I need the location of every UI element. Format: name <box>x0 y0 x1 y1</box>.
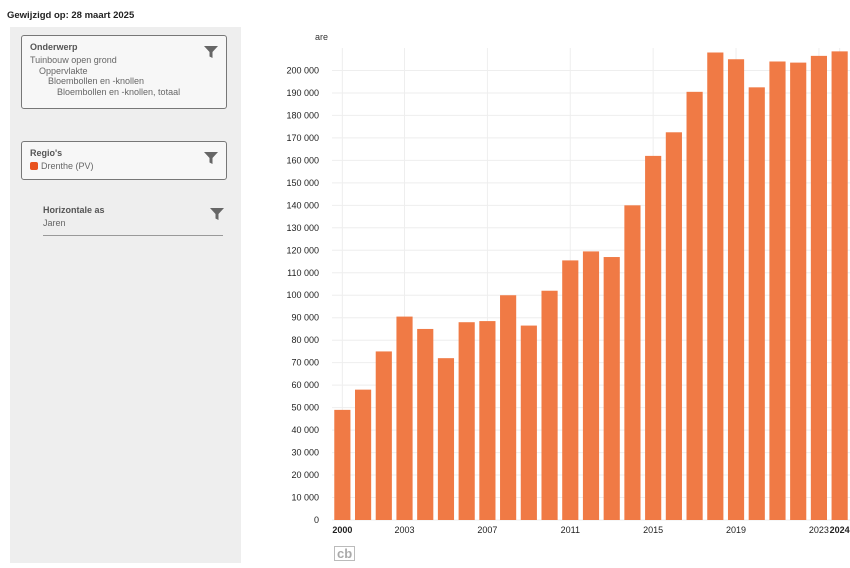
x-tick-label: 2019 <box>726 525 746 535</box>
bar-2004[interactable] <box>417 328 434 520</box>
bar-2007[interactable] <box>479 321 496 520</box>
bar-2015[interactable] <box>645 155 662 520</box>
y-tick-label: 80 000 <box>291 335 319 345</box>
y-tick-label: 10 000 <box>291 493 319 503</box>
y-tick-label: 30 000 <box>291 448 319 458</box>
onderwerp-line-4: Bloembollen en -knollen, totaal <box>57 86 181 97</box>
bar-2024[interactable] <box>831 51 848 521</box>
y-tick-label: 140 000 <box>286 200 319 210</box>
regio-item: Drenthe (PV) <box>30 161 218 171</box>
bar-2023[interactable] <box>810 55 827 521</box>
onderwerp-line-1: Tuinbouw open grond <box>30 55 117 65</box>
filter-horizontale-as-title: Horizontale as <box>43 205 105 215</box>
y-tick-label: 110 000 <box>287 268 319 278</box>
y-tick-label: 0 <box>314 515 319 525</box>
x-tick-label: 2011 <box>561 525 580 535</box>
onderwerp-line-3: Bloembollen en -knollen <box>48 76 145 86</box>
filter-regios-title: Regio's <box>30 148 63 158</box>
bar-2011[interactable] <box>562 260 579 520</box>
filter-onderwerp[interactable]: Onderwerp Tuinbouw open grond Oppervlakt… <box>21 35 227 109</box>
y-tick-label: 160 000 <box>286 155 319 165</box>
x-ticks: 2000 2003 2007 2011 2015 2019 2023 2024 <box>332 525 849 535</box>
bar-2000[interactable] <box>334 409 351 520</box>
y-tick-label: 120 000 <box>286 245 319 255</box>
regio-swatch <box>30 162 38 170</box>
bar-2022[interactable] <box>790 62 807 521</box>
regio-item-label: Drenthe (PV) <box>41 161 94 171</box>
filter-regios[interactable]: Regio's Drenthe (PV) <box>21 141 227 180</box>
bar-2013[interactable] <box>603 257 620 520</box>
bars <box>334 51 848 521</box>
bar-2017[interactable] <box>686 91 703 520</box>
y-tick-label: 170 000 <box>286 133 319 143</box>
y-tick-label: 180 000 <box>286 110 319 120</box>
filter-funnel-icon[interactable] <box>210 207 224 221</box>
filter-funnel-icon[interactable] <box>204 151 218 165</box>
bar-2010[interactable] <box>541 290 558 520</box>
x-tick-label: 2000 <box>332 525 352 535</box>
bar-2016[interactable] <box>665 132 682 520</box>
x-tick-label: 2003 <box>395 525 415 535</box>
filter-horizontale-as[interactable]: Horizontale as Jaren <box>43 205 224 236</box>
onderwerp-line-2: Oppervlakte <box>39 65 88 76</box>
bar-2019[interactable] <box>727 59 745 521</box>
bar-2021[interactable] <box>769 61 786 521</box>
bar-2005[interactable] <box>437 358 455 520</box>
y-tick-label: 50 000 <box>291 403 319 413</box>
bar-2012[interactable] <box>582 251 600 520</box>
y-tick-label: 60 000 <box>291 380 319 390</box>
bar-2006[interactable] <box>458 322 475 520</box>
bar-chart: are 0 10 000 20 000 30 000 40 000 50 000 60 00… <box>286 32 850 535</box>
chart-area: are 0 10 000 20 000 30 000 40 000 50 000 60 00… <box>270 28 850 563</box>
y-tick-label: 150 000 <box>286 178 319 188</box>
bar-2014[interactable] <box>624 205 641 520</box>
y-ticks: 0 10 000 20 000 30 000 40 000 50 000 60 000 70 … <box>286 65 319 525</box>
y-tick-label: 70 000 <box>291 358 319 368</box>
modified-date: Gewijzigd op: 28 maart 2025 <box>7 10 135 21</box>
bar-2009[interactable] <box>520 325 537 520</box>
bar-2018[interactable] <box>707 52 724 521</box>
bar-2001[interactable] <box>355 389 372 520</box>
bar-2003[interactable] <box>396 316 413 520</box>
y-axis-label: are <box>315 32 328 42</box>
y-tick-label: 90 000 <box>291 313 319 323</box>
bar-2002[interactable] <box>375 351 392 520</box>
filter-sidebar: Onderwerp Tuinbouw open grond Oppervlakt… <box>10 27 241 563</box>
y-tick-label: 200 000 <box>286 65 319 75</box>
x-tick-label: 2023 <box>809 525 829 535</box>
x-tick-label: 2024 <box>830 525 850 535</box>
filter-onderwerp-title: Onderwerp <box>30 42 78 52</box>
bar-2008[interactable] <box>500 295 517 520</box>
x-tick-label: 2007 <box>477 525 497 535</box>
y-tick-label: 20 000 <box>291 470 319 480</box>
cbs-logo: cb <box>334 546 356 561</box>
bar-2020[interactable] <box>748 87 765 520</box>
y-tick-label: 190 000 <box>286 88 319 98</box>
y-tick-label: 130 000 <box>286 223 319 233</box>
y-tick-label: 40 000 <box>291 425 319 435</box>
horizontale-as-value: Jaren <box>43 218 66 228</box>
filter-funnel-icon[interactable] <box>204 45 218 59</box>
x-tick-label: 2015 <box>643 525 663 535</box>
y-tick-label: 100 000 <box>286 290 319 300</box>
